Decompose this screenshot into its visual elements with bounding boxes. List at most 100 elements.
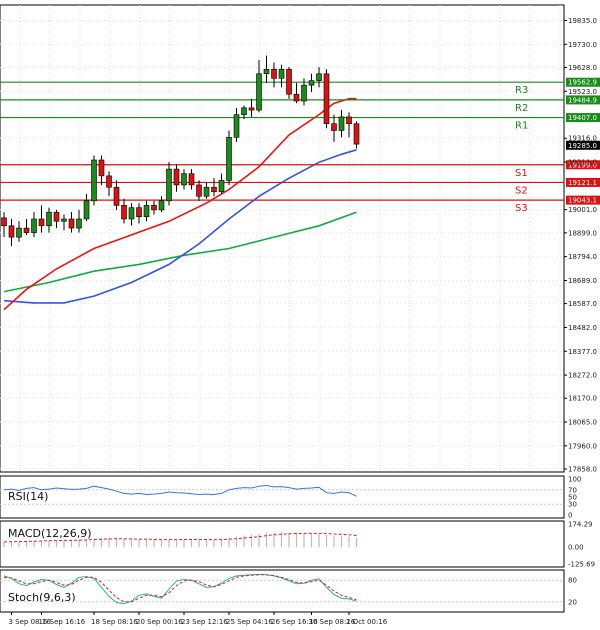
candle-bull: [91, 159, 97, 202]
candle-bull: [233, 114, 240, 138]
candle-bear: [53, 211, 60, 222]
candle-bull: [263, 68, 270, 75]
price-tick-label: 19211.0: [568, 159, 597, 167]
level-price-label: 19562.9: [568, 79, 597, 87]
level-price-box: [566, 195, 600, 205]
price-tick-label: 17858.0: [568, 466, 597, 474]
price-tick-label: 19835.0: [568, 17, 597, 25]
level-price-label: 19407.0: [568, 114, 597, 122]
time-tick-label: 30 Sep 08:16: [309, 618, 356, 626]
level-price-label: 19484.9: [568, 96, 597, 104]
ma-slow-line: [3, 211, 357, 293]
candle-bull: [316, 73, 322, 81]
stoch-signal-line: [3, 574, 357, 603]
candle-bear: [1, 217, 7, 227]
candle-bear: [271, 68, 277, 79]
ma-fast-line: [3, 97, 357, 311]
candle-bull: [218, 180, 225, 193]
candle-bull: [46, 211, 52, 227]
candle-bear: [113, 186, 120, 206]
candle-bull: [226, 137, 232, 181]
candle-bear: [121, 205, 127, 220]
candle-bear: [188, 173, 195, 186]
price-tick-label: 19523.0: [568, 88, 597, 96]
level-price-box: [566, 177, 600, 187]
level-price-label: 19043.1: [568, 197, 597, 205]
price-tick-label: 18899.0: [568, 229, 597, 237]
candle-bull: [301, 84, 307, 102]
price-tick-label: 18689.0: [568, 277, 597, 285]
candle-bear: [38, 218, 45, 227]
candle-bull: [61, 218, 67, 222]
price-tick-label: 19316.0: [568, 135, 597, 143]
candle-bear: [286, 68, 292, 95]
level-price-label: 19121.1: [568, 179, 597, 187]
macd-signal-line: [3, 532, 357, 543]
ma-mid-line: [3, 149, 357, 304]
macd-tick-label: -125.69: [568, 561, 595, 569]
candlesticks: [1, 55, 360, 247]
macd-tick-label: 0.00: [568, 544, 584, 552]
price-axis: 19835.0 19730.0 19628.0 19523.0 19316.0 19211…: [564, 17, 600, 474]
price-tick-label: 18065.0: [568, 419, 597, 427]
level-price-box: [566, 160, 600, 170]
candle-bull: [256, 73, 262, 111]
candle-bear: [151, 205, 157, 211]
rsi-title: RSI(14): [8, 490, 48, 503]
price-tick-label: 18272.0: [568, 372, 597, 380]
candle-bull: [83, 200, 90, 220]
stoch-tick-label: 80: [568, 577, 577, 585]
candle-bull: [338, 116, 345, 131]
macd-tick-label: 174.29: [568, 521, 593, 529]
level-name-s2: S2: [515, 185, 528, 196]
price-tick-label: 18794.0: [568, 253, 597, 261]
time-tick-label: 2 Oct 00:16: [346, 618, 388, 626]
candle-bear: [173, 168, 180, 186]
price-tick-label: 18170.0: [568, 395, 597, 403]
candle-bear: [293, 93, 300, 102]
level-name-s3: S3: [515, 203, 528, 214]
candle-bull: [203, 186, 210, 197]
stoch-main-line: [3, 573, 357, 605]
stoch-title: Stoch(9,6,3): [8, 591, 76, 604]
candle-bear: [346, 116, 352, 125]
current-price-box: [566, 140, 600, 150]
candle-bear: [68, 218, 75, 229]
candle-bull: [16, 227, 22, 238]
level-name-r1: R1: [515, 121, 528, 132]
panel-frames: [0, 4, 565, 613]
price-tick-label: 19001.0: [568, 206, 597, 214]
rsi-tick-label: 50: [568, 494, 577, 502]
level-name-s1: S1: [515, 168, 528, 179]
rsi-panel-frame: [0, 475, 565, 519]
candle-bear: [106, 175, 112, 188]
rsi-tick-label: 0: [568, 512, 572, 520]
candle-bear: [331, 123, 337, 131]
time-tick-label: 20 Sep 00:16: [136, 618, 183, 626]
level-price-label: 19199.0: [568, 161, 597, 169]
candle-bull: [166, 168, 172, 202]
candle-bull: [308, 80, 315, 86]
rsi-tick-label: 70: [568, 486, 577, 494]
candle-bull: [31, 218, 37, 233]
price-tick-label: 18377.0: [568, 348, 597, 356]
candle-bear: [196, 184, 202, 197]
price-tick-label: 18587.0: [568, 300, 597, 308]
time-tick-label: 25 Sep 04:16: [226, 618, 273, 626]
stoch-panel: Stoch(9,6,3) 80 20: [0, 573, 577, 606]
time-tick-label: 16 Sep 16:16: [39, 618, 86, 626]
candle-bear: [353, 123, 360, 145]
candle-bull: [181, 173, 187, 186]
price-tick-label: 19628.0: [568, 64, 597, 72]
level-price-box: [566, 77, 600, 87]
level-name-r3: R3: [515, 85, 528, 96]
rsi-tick-label: 100: [568, 476, 581, 484]
price-tick-label: 17960.0: [568, 442, 597, 450]
candle-bull: [128, 207, 135, 220]
stoch-tick-label: 20: [568, 598, 577, 606]
level-price-box: [566, 95, 600, 105]
